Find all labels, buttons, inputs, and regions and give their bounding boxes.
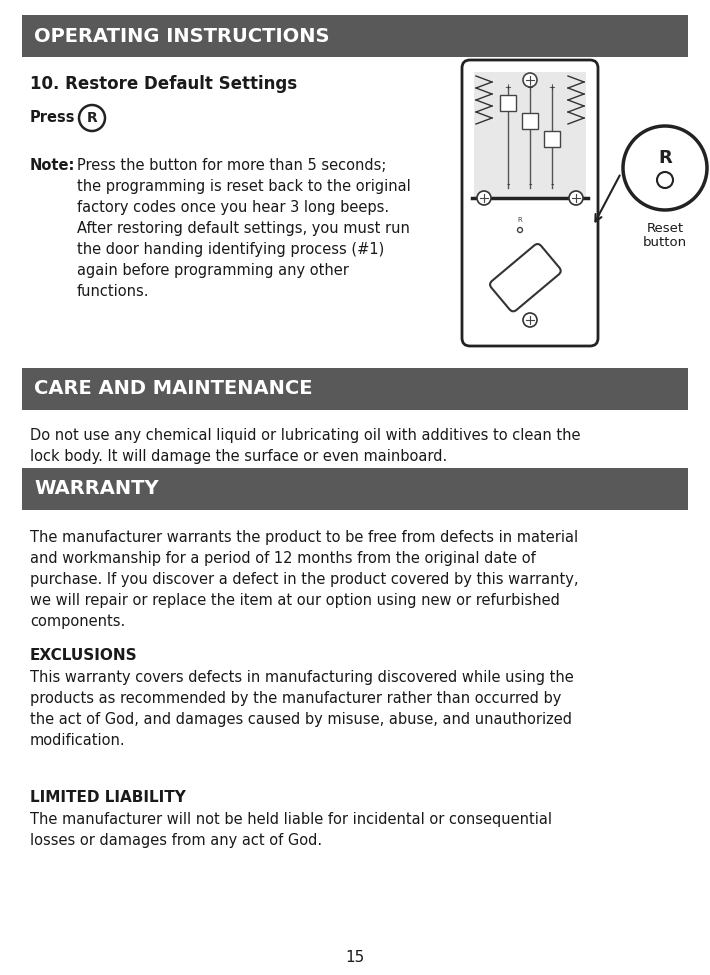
Text: CARE AND MAINTENANCE: CARE AND MAINTENANCE [34, 379, 312, 399]
Text: -: - [528, 179, 532, 189]
Circle shape [569, 191, 583, 205]
Text: -: - [550, 179, 554, 189]
FancyBboxPatch shape [462, 60, 598, 346]
Text: R: R [658, 149, 672, 167]
Text: R: R [87, 111, 97, 125]
Bar [22, 15, 688, 57]
Circle shape [523, 73, 537, 87]
Bar [22, 468, 688, 510]
Text: OPERATING INSTRUCTIONS: OPERATING INSTRUCTIONS [34, 26, 329, 46]
FancyBboxPatch shape [490, 244, 561, 311]
Text: +: + [527, 84, 533, 93]
Text: Note:: Note: [30, 158, 75, 173]
Text: The manufacturer warrants the product to be free from defects in material
and wo: The manufacturer warrants the product to… [30, 530, 579, 629]
Circle shape [518, 227, 523, 232]
Text: Press: Press [30, 110, 75, 126]
Text: WARRANTY: WARRANTY [34, 480, 158, 498]
Text: EXCLUSIONS: EXCLUSIONS [30, 648, 138, 663]
Text: +: + [549, 84, 555, 93]
Text: -: - [506, 179, 510, 189]
Circle shape [523, 313, 537, 327]
Bar [22, 368, 688, 410]
Bar [474, 72, 586, 198]
Text: Do not use any chemical liquid or lubricating oil with additives to clean the
lo: Do not use any chemical liquid or lubric… [30, 428, 581, 464]
Text: +: + [505, 84, 511, 93]
Circle shape [657, 172, 673, 188]
Bar [500, 95, 516, 111]
Text: R: R [518, 217, 523, 223]
Bar [522, 113, 538, 129]
Circle shape [477, 191, 491, 205]
Text: Reset: Reset [646, 222, 684, 235]
Text: LIMITED LIABILITY: LIMITED LIABILITY [30, 790, 186, 805]
Bar [544, 131, 560, 147]
Text: The manufacturer will not be held liable for incidental or consequential
losses : The manufacturer will not be held liable… [30, 812, 552, 848]
Text: 10. Restore Default Settings: 10. Restore Default Settings [30, 75, 297, 93]
Text: 15: 15 [345, 950, 365, 965]
Text: button: button [643, 236, 687, 249]
Text: This warranty covers defects in manufacturing discovered while using the
product: This warranty covers defects in manufact… [30, 670, 574, 748]
Text: Press the button for more than 5 seconds;
the programming is reset back to the o: Press the button for more than 5 seconds… [77, 158, 411, 299]
Circle shape [623, 126, 707, 210]
Circle shape [79, 105, 105, 131]
